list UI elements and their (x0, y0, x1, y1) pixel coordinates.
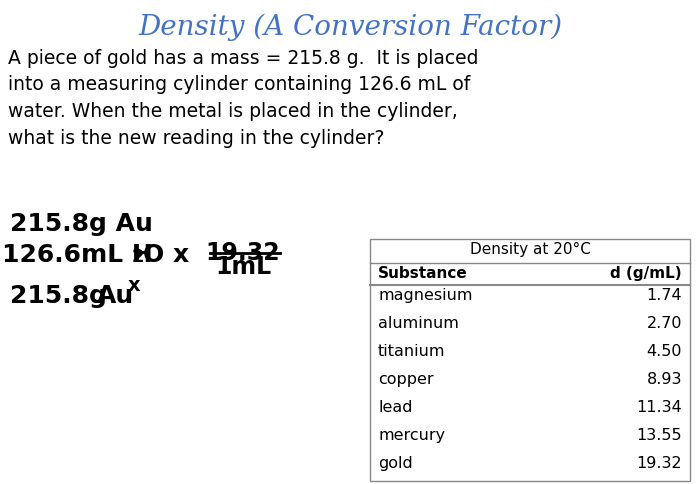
Text: lead: lead (378, 400, 412, 415)
Text: Density (A Conversion Factor): Density (A Conversion Factor) (138, 14, 562, 41)
Text: 19.32: 19.32 (636, 456, 682, 471)
Text: 2.70: 2.70 (647, 316, 682, 331)
Text: Au: Au (97, 284, 134, 308)
Text: magnesium: magnesium (378, 288, 472, 303)
Text: aluminum: aluminum (378, 316, 459, 331)
Text: 126.6mL H: 126.6mL H (2, 243, 153, 267)
Text: 13.55: 13.55 (636, 428, 682, 443)
Text: Density at 20°C: Density at 20°C (470, 242, 590, 257)
Text: 1.74: 1.74 (646, 288, 682, 303)
Text: 2: 2 (132, 248, 144, 266)
Text: 215.8g: 215.8g (10, 284, 107, 308)
Text: mercury: mercury (378, 428, 445, 443)
Text: titanium: titanium (378, 344, 445, 359)
Text: 19.32: 19.32 (206, 241, 280, 265)
Text: 1mL: 1mL (215, 255, 271, 279)
Text: x: x (128, 276, 141, 295)
Text: 8.93: 8.93 (647, 372, 682, 387)
Text: copper: copper (378, 372, 433, 387)
Text: A piece of gold has a mass = 215.8 g.  It is placed
into a measuring cylinder co: A piece of gold has a mass = 215.8 g. It… (8, 49, 479, 148)
Text: O x: O x (143, 243, 189, 267)
Bar (370, 239, 690, 481)
Text: 11.34: 11.34 (636, 400, 682, 415)
Text: Substance: Substance (378, 266, 468, 281)
Text: 4.50: 4.50 (647, 344, 682, 359)
Text: d (g/mL): d (g/mL) (610, 266, 682, 281)
Text: gold: gold (378, 456, 413, 471)
Text: 215.8g Au: 215.8g Au (10, 212, 153, 236)
